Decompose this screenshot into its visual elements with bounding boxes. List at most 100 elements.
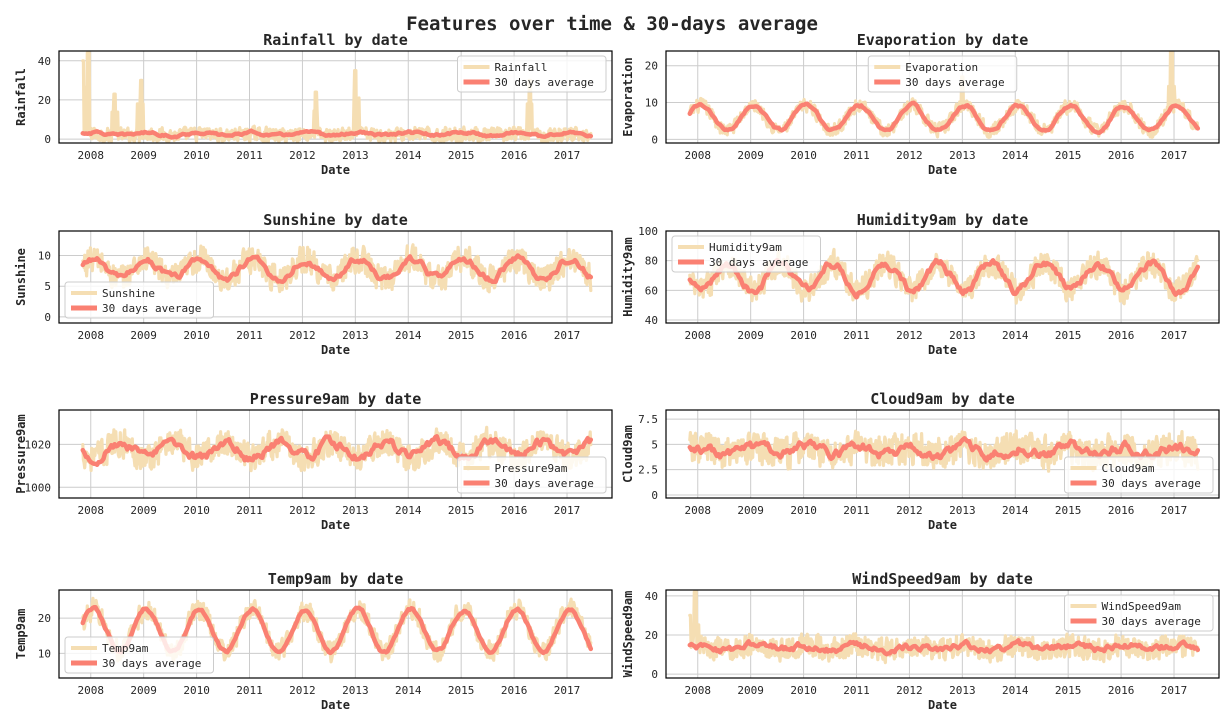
x-tick-label: 2008: [685, 504, 712, 517]
x-tick-label: 2008: [685, 149, 712, 162]
panel-title: Temp9am by date: [268, 570, 403, 588]
x-tick-label: 2009: [130, 149, 157, 162]
x-axis-label: Date: [321, 343, 350, 357]
x-axis-label: Date: [321, 163, 350, 177]
axes-frame: [58, 230, 613, 324]
x-tick-label: 2017: [1161, 149, 1188, 162]
average-series-line: [687, 638, 1201, 657]
panel-7: 2008 2009 2010 2011 2012 2013 2014 2015 2016 2017…: [621, 570, 1220, 712]
x-tick-label: 2017: [554, 149, 581, 162]
axes-frame: [665, 230, 1220, 324]
x-tick-label: 2011: [843, 684, 870, 697]
x-tick-label: 2011: [843, 149, 870, 162]
x-tick-label: 2010: [183, 504, 210, 517]
y-tick-label: 5: [651, 438, 658, 451]
x-tick-label: 2015: [448, 329, 475, 342]
panel-title: Sunshine by date: [263, 211, 408, 229]
legend-box: [671, 235, 821, 273]
x-tick-label: 2010: [183, 684, 210, 697]
legend-label: Sunshine: [102, 287, 155, 300]
legend-label: Rainfall: [495, 61, 548, 74]
legend-label: 30 days average: [495, 477, 594, 490]
plot-area: [687, 590, 1201, 665]
y-tick-label: 40: [645, 590, 658, 603]
x-tick-label: 2013: [949, 329, 976, 342]
y-tick-label: 7.5: [638, 413, 658, 426]
y-axis-label: Sunshine: [14, 248, 28, 306]
x-tick-label: 2015: [1055, 329, 1082, 342]
legend-box: [867, 55, 1018, 93]
axes-frame: [58, 50, 613, 144]
x-tick-label: 2008: [78, 149, 105, 162]
y-tick-label: 0: [44, 133, 51, 146]
y-axis-label: Pressure9am: [14, 414, 28, 493]
y-tick-label: 1000: [25, 481, 52, 494]
x-axis-label: Date: [928, 698, 957, 712]
x-tick-label: 2011: [236, 329, 263, 342]
x-tick-label: 2012: [896, 504, 923, 517]
legend-label: 30 days average: [1102, 615, 1201, 628]
y-tick-label: 1020: [25, 438, 52, 451]
x-tick-label: 2012: [289, 329, 316, 342]
average-series-line: [687, 100, 1201, 136]
x-tick-label: 2012: [896, 149, 923, 162]
legend-box: [64, 636, 214, 674]
x-tick-label: 2008: [78, 329, 105, 342]
x-tick-label: 2011: [236, 149, 263, 162]
x-tick-label: 2014: [395, 149, 422, 162]
y-axis-label: Rainfall: [14, 68, 28, 126]
legend-label: 30 days average: [102, 657, 201, 670]
legend: Evaporation 30 days average: [867, 55, 1018, 93]
x-tick-label: 2014: [1002, 684, 1029, 697]
x-tick-label: 2013: [949, 504, 976, 517]
legend-label: Cloud9am: [1102, 462, 1155, 475]
y-axis-label: WindSpeed9am: [621, 591, 635, 678]
y-tick-label: 40: [38, 55, 51, 68]
figure-title: Features over time & 30-days average: [406, 13, 818, 35]
legend-label: Pressure9am: [495, 462, 568, 475]
legend-label: Humidity9am: [709, 241, 782, 254]
panel-1: 2008 2009 2010 2011 2012 2013 2014 2015 2016 2017…: [621, 31, 1220, 177]
x-tick-label: 2016: [501, 504, 528, 517]
plot-area: [80, 51, 594, 143]
x-tick-label: 2013: [949, 149, 976, 162]
y-tick-label: 20: [645, 60, 658, 73]
y-tick-label: 20: [38, 612, 51, 625]
panel-5: 2008 2009 2010 2011 2012 2013 2014 2015 2016 2017…: [621, 390, 1220, 532]
x-tick-label: 2017: [1161, 684, 1188, 697]
y-tick-label: 60: [645, 284, 658, 297]
y-axis-label: Humidity9am: [621, 237, 635, 316]
x-tick-label: 2011: [843, 329, 870, 342]
plot-area: [687, 429, 1201, 473]
average-series-line: [80, 128, 594, 140]
x-tick-label: 2008: [78, 684, 105, 697]
x-tick-label: 2017: [1161, 329, 1188, 342]
x-tick-label: 2015: [448, 504, 475, 517]
x-tick-label: 2016: [1108, 684, 1135, 697]
y-tick-label: 0: [651, 133, 658, 146]
x-axis-label: Date: [928, 518, 957, 532]
legend: Sunshine 30 days average: [64, 281, 214, 319]
legend-box: [457, 55, 607, 93]
x-tick-label: 2015: [1055, 149, 1082, 162]
x-tick-label: 2012: [289, 149, 316, 162]
axes-frame: [58, 589, 613, 679]
legend-label: 30 days average: [1102, 477, 1201, 490]
y-tick-label: 10: [645, 97, 658, 110]
legend-label: Evaporation: [905, 61, 978, 74]
panel-title: WindSpeed9am by date: [852, 570, 1033, 588]
x-tick-label: 2008: [685, 684, 712, 697]
axes-frame: [665, 409, 1220, 499]
legend: Cloud9am 30 days average: [1064, 456, 1214, 494]
x-tick-label: 2016: [501, 149, 528, 162]
legend-label: 30 days average: [102, 302, 201, 315]
y-axis-label: Temp9am: [14, 609, 28, 660]
x-tick-label: 2015: [1055, 684, 1082, 697]
x-tick-label: 2014: [1002, 149, 1029, 162]
x-axis-label: Date: [928, 343, 957, 357]
y-tick-label: 2.5: [638, 464, 658, 477]
x-tick-label: 2010: [790, 684, 817, 697]
y-tick-label: 5: [44, 280, 51, 293]
